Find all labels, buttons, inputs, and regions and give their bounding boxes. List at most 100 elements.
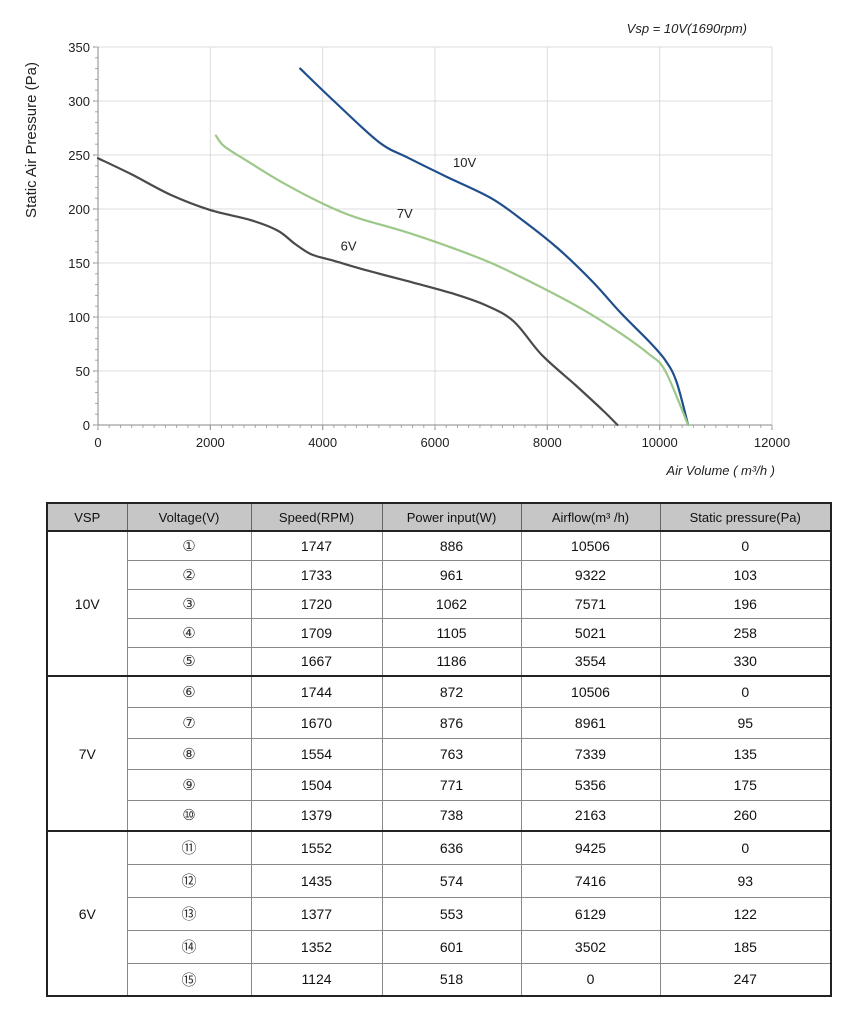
speed-cell: 1552 <box>250 830 383 865</box>
voltage-index-cell: ⑨ <box>126 768 252 801</box>
speed-cell: 1744 <box>250 675 383 708</box>
series-line-7v <box>214 134 690 427</box>
y-tick-label: 250 <box>68 148 90 163</box>
series-line-6v <box>96 157 619 427</box>
airflow-cell: 10506 <box>520 530 661 561</box>
voltage-index-cell: ⑦ <box>126 706 252 739</box>
vsp-group-cell: 6V <box>46 830 128 997</box>
table-row: ② 1733 961 9322 103 <box>47 559 832 590</box>
power-cell: 738 <box>381 799 522 832</box>
x-tick-label: 2000 <box>196 435 225 450</box>
voltage-index-cell: ③ <box>126 588 252 619</box>
performance-table: VSP Voltage(V) Speed(RPM) Power input(W)… <box>46 502 832 997</box>
table-row: ⑫ 1435 574 7416 93 <box>47 863 832 898</box>
power-cell: 1186 <box>381 646 522 677</box>
y-tick-label: 50 <box>76 364 90 379</box>
speed-cell: 1377 <box>250 896 383 931</box>
y-axis-title: Static Air Pressure (Pa) <box>23 62 40 218</box>
chart-tick-labels: 0 50 100 150 200 250 300 350 0 2000 4000 6000 8000 10… <box>68 40 790 450</box>
static-pressure-cell: 135 <box>659 737 832 770</box>
x-tick-label: 0 <box>94 435 101 450</box>
airflow-cell: 9322 <box>520 559 661 590</box>
static-pressure-cell: 0 <box>659 530 832 561</box>
table-row: ⑬ 1377 553 6129 122 <box>47 896 832 931</box>
voltage-index-cell: ⑮ <box>126 962 252 997</box>
speed-cell: 1379 <box>250 799 383 832</box>
table-row: 10V ① 1747 886 10506 0 <box>46 530 832 677</box>
static-pressure-cell: 258 <box>659 617 832 648</box>
airflow-cell: 2163 <box>520 799 661 832</box>
header-vsp: VSP <box>46 502 128 532</box>
table-row: ⑧ 1554 763 7339 135 <box>47 737 832 770</box>
speed-cell: 1709 <box>250 617 383 648</box>
table-header-row: VSP Voltage(V) Speed(RPM) Power input(W)… <box>46 502 832 532</box>
y-tick-label: 300 <box>68 94 90 109</box>
speed-cell: 1352 <box>250 929 383 964</box>
static-pressure-cell: 247 <box>659 962 832 997</box>
header-static-pressure: Static pressure(Pa) <box>659 502 832 532</box>
speed-cell: 1670 <box>250 706 383 739</box>
static-pressure-cell: 103 <box>659 559 832 590</box>
voltage-index-cell: ⑫ <box>126 863 252 898</box>
y-tick-label: 150 <box>68 256 90 271</box>
series-label-10v: 10V <box>453 155 476 170</box>
power-cell: 961 <box>381 559 522 590</box>
static-pressure-cell: 260 <box>659 799 832 832</box>
power-cell: 574 <box>381 863 522 898</box>
static-pressure-cell: 330 <box>659 646 832 677</box>
airflow-cell: 7571 <box>520 588 661 619</box>
performance-chart: 0 50 100 150 200 250 300 350 0 2000 4000 6000 8000 10… <box>23 21 790 478</box>
table-row: ⑨ 1504 771 5356 175 <box>47 768 832 801</box>
voltage-index-cell: ① <box>126 530 252 561</box>
table-row: ⑮ 1124 518 0 247 <box>47 962 832 997</box>
table-row: ⑭ 1352 601 3502 185 <box>47 929 832 964</box>
series-label-6v: 6V <box>341 238 357 253</box>
header-voltage: Voltage(V) <box>126 502 252 532</box>
chart-series-labels: 10V 7V 6V <box>341 155 477 253</box>
power-cell: 1062 <box>381 588 522 619</box>
table-row: ⑤ 1667 1186 3554 330 <box>47 646 832 677</box>
chart-title: Vsp = 10V(1690rpm) <box>627 21 747 36</box>
voltage-index-cell: ② <box>126 559 252 590</box>
table-row: ③ 1720 1062 7571 196 <box>47 588 832 619</box>
power-cell: 518 <box>381 962 522 997</box>
table-row: ⑦ 1670 876 8961 95 <box>47 706 832 739</box>
y-tick-label: 0 <box>83 418 90 433</box>
x-axis-title: Air Volume ( m³/h ) <box>665 463 775 478</box>
table-row: ⑩ 1379 738 2163 260 <box>47 799 832 832</box>
x-tick-label: 8000 <box>533 435 562 450</box>
speed-cell: 1720 <box>250 588 383 619</box>
y-tick-label: 100 <box>68 310 90 325</box>
speed-cell: 1435 <box>250 863 383 898</box>
static-pressure-cell: 95 <box>659 706 832 739</box>
x-tick-label: 6000 <box>421 435 450 450</box>
power-cell: 601 <box>381 929 522 964</box>
chart-axes <box>93 46 773 430</box>
speed-cell: 1124 <box>250 962 383 997</box>
voltage-index-cell: ④ <box>126 617 252 648</box>
airflow-cell: 6129 <box>520 896 661 931</box>
voltage-index-cell: ⑪ <box>126 830 252 865</box>
table-row: 6V ⑪ 1552 636 9425 0 <box>46 830 832 997</box>
airflow-cell: 5021 <box>520 617 661 648</box>
series-label-7v: 7V <box>397 206 413 221</box>
x-tick-label: 4000 <box>308 435 337 450</box>
vsp-group-cell: 10V <box>46 530 128 677</box>
voltage-index-cell: ⑧ <box>126 737 252 770</box>
static-pressure-cell: 185 <box>659 929 832 964</box>
airflow-cell: 3554 <box>520 646 661 677</box>
voltage-index-cell: ⑬ <box>126 896 252 931</box>
airflow-cell: 3502 <box>520 929 661 964</box>
power-cell: 876 <box>381 706 522 739</box>
static-pressure-cell: 122 <box>659 896 832 931</box>
power-cell: 553 <box>381 896 522 931</box>
speed-cell: 1504 <box>250 768 383 801</box>
power-cell: 886 <box>381 530 522 561</box>
series-line-10v <box>299 67 690 427</box>
header-speed: Speed(RPM) <box>250 502 383 532</box>
airflow-cell: 7339 <box>520 737 661 770</box>
y-tick-label: 350 <box>68 40 90 55</box>
airflow-cell: 8961 <box>520 706 661 739</box>
voltage-index-cell: ⑩ <box>126 799 252 832</box>
voltage-index-cell: ⑥ <box>126 675 252 708</box>
